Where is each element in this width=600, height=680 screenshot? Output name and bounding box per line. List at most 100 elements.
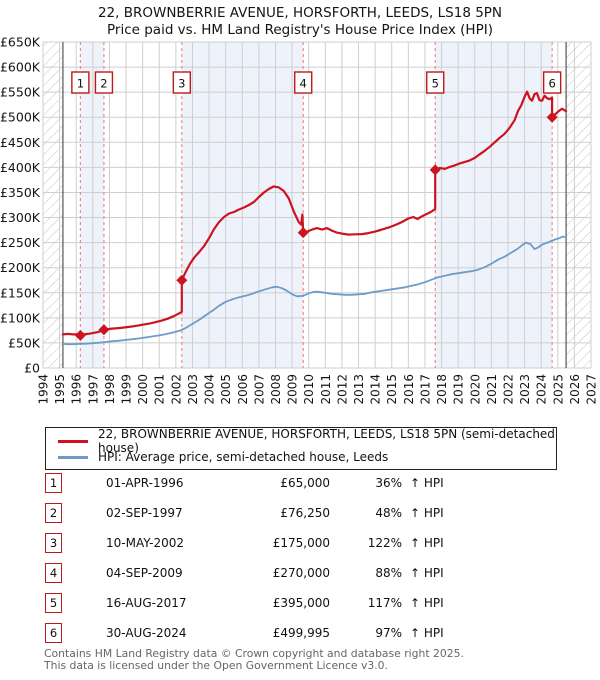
legend-label: HPI: Average price, semi-detached house,… (98, 450, 389, 464)
sale-marker-2 (98, 324, 110, 336)
svg-text:2027: 2027 (585, 374, 599, 405)
svg-text:1997: 1997 (86, 374, 100, 405)
sale-row-number: 2 (45, 503, 62, 523)
sale-row-number: 4 (45, 563, 62, 583)
sale-hpi-arrow: ↑ HPI (410, 506, 444, 520)
sale-number-boxes: 1 2 3 4 5 6 (71, 71, 562, 94)
svg-text:2003: 2003 (186, 374, 200, 405)
svg-text:2008: 2008 (269, 374, 283, 405)
chart-legend: 22, BROWNBERRIE AVENUE, HORSFORTH, LEEDS… (45, 427, 557, 470)
svg-text:2022: 2022 (501, 374, 515, 405)
svg-text:£650K: £650K (0, 35, 41, 50)
svg-text:£450K: £450K (0, 135, 41, 150)
sale-hpi-arrow: ↑ HPI (410, 566, 444, 580)
sale-hpi-arrow: ↑ HPI (410, 596, 444, 610)
sale-pct-vs-hpi: 122% (367, 536, 402, 550)
sale-row-number: 1 (45, 473, 62, 493)
svg-text:2023: 2023 (518, 374, 532, 405)
sale-hpi-arrow: ↑ HPI (410, 476, 444, 490)
sale-row-3: 3 10-MAY-2002 £175,000 122% ↑ HPI (45, 532, 444, 554)
sale-row-5: 5 16-AUG-2017 £395,000 117% ↑ HPI (45, 592, 444, 614)
sale-row-number: 5 (45, 593, 62, 613)
ownership-bands (80, 42, 553, 368)
svg-text:2026: 2026 (568, 374, 582, 405)
sale-pct-vs-hpi: 97% (375, 626, 402, 640)
svg-text:£500K: £500K (0, 110, 41, 125)
footer-line2: This data is licensed under the Open Gov… (44, 658, 388, 672)
svg-text:£350K: £350K (0, 185, 41, 200)
legend-item-hpi: HPI: Average price, semi-detached house,… (46, 449, 556, 465)
svg-text:£250K: £250K (0, 235, 41, 250)
svg-text:1998: 1998 (103, 374, 117, 405)
svg-text:1999: 1999 (120, 374, 134, 405)
sale-row-4: 4 04-SEP-2009 £270,000 88% ↑ HPI (45, 562, 444, 584)
svg-text:2017: 2017 (418, 374, 432, 405)
sale-marker-6 (546, 111, 558, 123)
sale-row-number: 3 (45, 533, 62, 553)
sale-row-2: 2 02-SEP-1997 £76,250 48% ↑ HPI (45, 502, 444, 524)
svg-text:2009: 2009 (286, 374, 300, 405)
svg-text:2004: 2004 (203, 374, 217, 405)
x-axis-labels: 1994 1995 1996 1997 1998 1999 2000 2001 2002 2003… (37, 374, 599, 405)
svg-text:2005: 2005 (219, 374, 233, 405)
svg-text:2000: 2000 (136, 374, 150, 405)
sale-marker-3 (176, 274, 188, 286)
svg-text:2011: 2011 (319, 374, 333, 405)
svg-text:2018: 2018 (435, 374, 449, 405)
svg-text:£300K: £300K (0, 210, 41, 225)
svg-text:2024: 2024 (535, 374, 549, 405)
title-address: 22, BROWNBERRIE AVENUE, HORSFORTH, LEEDS… (97, 5, 503, 21)
sale-marker-4 (297, 227, 309, 239)
svg-text:£550K: £550K (0, 85, 41, 100)
sale-price: £76,250 (280, 506, 330, 520)
legend-label: 22, BROWNBERRIE AVENUE, HORSFORTH, LEEDS… (98, 427, 555, 455)
svg-text:2006: 2006 (236, 374, 250, 405)
svg-text:£150K: £150K (0, 285, 41, 300)
sale-pct-vs-hpi: 117% (367, 596, 402, 610)
sale-pct-vs-hpi: 36% (375, 476, 402, 490)
price-history-chart: 1 2 3 4 5 6 £0 £50K £100K £150K £200K £250K £300K £3… (0, 35, 599, 405)
sale-date: 10-MAY-2002 (106, 536, 185, 550)
svg-text:2015: 2015 (385, 374, 399, 405)
svg-text:1994: 1994 (37, 374, 51, 405)
data-boundary-lines (62, 42, 567, 368)
footer-line1: Contains HM Land Registry data © Crown c… (44, 647, 464, 660)
sale-pct-vs-hpi: 88% (375, 566, 402, 580)
svg-text:2016: 2016 (402, 374, 416, 405)
chart-title: 22, BROWNBERRIE AVENUE, HORSFORTH, LEEDS… (0, 5, 600, 39)
sale-date: 16-AUG-2017 (106, 596, 187, 610)
svg-text:£100K: £100K (0, 310, 41, 325)
y-axis-labels: £0 £50K £100K £150K £200K £250K £300K £350K £400… (0, 35, 41, 376)
sale-date: 02-SEP-1997 (106, 506, 183, 520)
sale-price: £270,000 (272, 566, 330, 580)
sale-row-6: 6 30-AUG-2024 £499,995 97% ↑ HPI (45, 622, 444, 644)
sale-price: £175,000 (272, 536, 330, 550)
svg-text:2010: 2010 (302, 374, 316, 405)
sale-marker-1 (74, 329, 86, 341)
svg-text:£400K: £400K (0, 160, 41, 175)
svg-text:2002: 2002 (169, 374, 183, 405)
sale-row-number: 6 (45, 623, 62, 643)
sale-marker-5 (429, 164, 441, 176)
svg-text:2020: 2020 (468, 374, 482, 405)
svg-text:2014: 2014 (369, 374, 383, 405)
sale-price: £395,000 (272, 596, 330, 610)
sale-row-1: 1 01-APR-1996 £65,000 36% ↑ HPI (45, 472, 444, 494)
no-data-hatch (43, 42, 591, 368)
sale-number-6: 6 (548, 77, 555, 91)
svg-text:2012: 2012 (335, 374, 349, 405)
svg-text:1995: 1995 (53, 374, 67, 405)
svg-text:£50K: £50K (8, 335, 41, 350)
sale-number-3: 3 (178, 77, 185, 91)
sale-date: 01-APR-1996 (106, 476, 184, 490)
sale-date: 04-SEP-2009 (106, 566, 183, 580)
title-subtitle: Price paid vs. HM Land Registry's House … (107, 22, 493, 38)
svg-text:2021: 2021 (485, 374, 499, 405)
sale-price: £499,995 (272, 626, 330, 640)
sale-number-4: 4 (300, 77, 307, 91)
sale-date: 30-AUG-2024 (106, 626, 187, 640)
sale-price: £65,000 (280, 476, 330, 490)
svg-text:2019: 2019 (452, 374, 466, 405)
sale-hpi-arrow: ↑ HPI (410, 626, 444, 640)
svg-text:2001: 2001 (153, 374, 167, 405)
